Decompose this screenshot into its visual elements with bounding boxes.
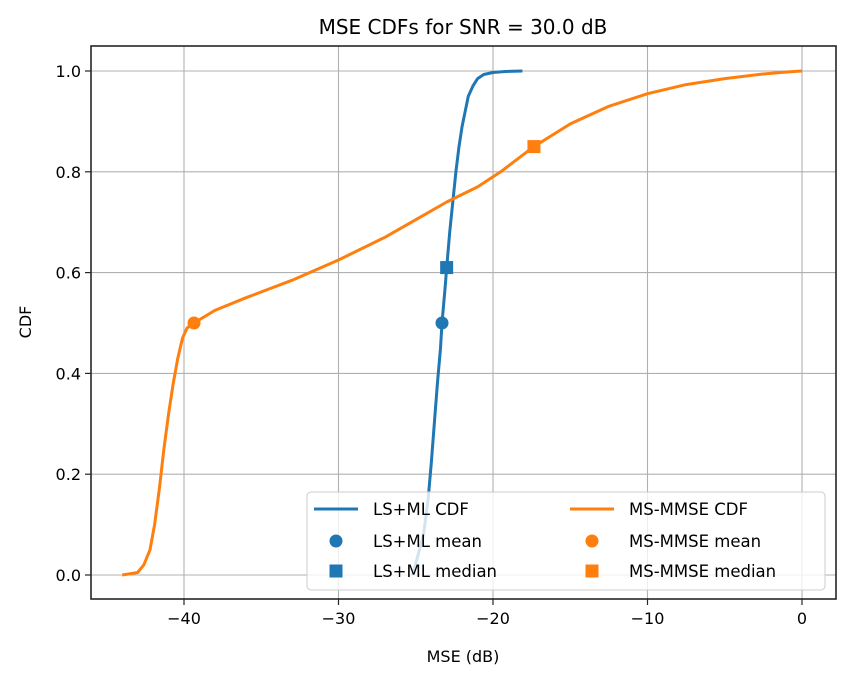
ms-mmse-median-marker [527, 140, 541, 154]
ms-mmse-mean-marker [187, 316, 201, 330]
x-axis-ticks: −40 −30 −20 −10 0 [167, 599, 807, 628]
y-tick-label: 0.2 [56, 465, 81, 484]
x-tick-label: −10 [631, 609, 665, 628]
y-tick-label: 1.0 [56, 62, 81, 81]
ms-mmse-cdf-line [121, 69, 803, 577]
y-tick-label: 0.8 [56, 163, 81, 182]
legend-item-ls-ml-median: LS+ML median [329, 562, 497, 581]
legend-label: MS-MMSE mean [629, 532, 761, 551]
y-axis-ticks: 0.0 0.2 0.4 0.6 0.8 1.0 [56, 62, 91, 585]
markers [187, 140, 541, 330]
x-axis-label: MSE (dB) [427, 647, 500, 666]
legend-item-ls-ml-cdf: LS+ML CDF [314, 500, 469, 519]
y-axis-label: CDF [16, 306, 35, 339]
legend-label: LS+ML CDF [373, 500, 469, 519]
legend-label: LS+ML mean [373, 532, 482, 551]
y-tick-label: 0.4 [56, 364, 81, 383]
y-tick-label: 0.6 [56, 264, 81, 283]
x-tick-label: −30 [322, 609, 356, 628]
legend-item-ms-mmse-mean: MS-MMSE mean [585, 532, 761, 551]
legend-circle-swatch [329, 534, 343, 548]
ls-ml-median-marker [440, 261, 454, 275]
legend-circle-swatch [585, 534, 599, 548]
legend-box [306, 491, 826, 591]
ls-ml-cdf-line [411, 69, 523, 576]
x-tick-label: 0 [797, 609, 807, 628]
legend-item-ms-mmse-cdf: MS-MMSE CDF [570, 500, 748, 519]
legend-label: MS-MMSE median [629, 562, 776, 581]
legend-item-ls-ml-mean: LS+ML mean [329, 532, 482, 551]
legend-square-swatch [585, 564, 599, 578]
ls-ml-mean-marker [435, 316, 449, 330]
chart-title: MSE CDFs for SNR = 30.0 dB [319, 15, 608, 39]
y-tick-label: 0.0 [56, 566, 81, 585]
legend-label: LS+ML median [373, 562, 497, 581]
legend: LS+ML CDF LS+ML mean LS+ML median MS-MMSE C… [306, 491, 826, 591]
series-lines [121, 69, 803, 577]
x-tick-label: −20 [476, 609, 510, 628]
plot-frame [90, 45, 837, 600]
legend-square-swatch [329, 564, 343, 578]
legend-item-ms-mmse-median: MS-MMSE median [585, 562, 776, 581]
x-tick-label: −40 [167, 609, 201, 628]
legend-label: MS-MMSE CDF [629, 500, 748, 519]
